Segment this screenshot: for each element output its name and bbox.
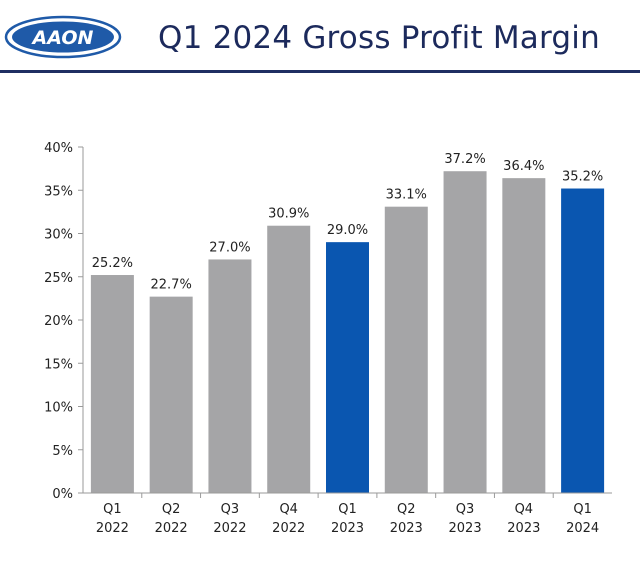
- bar-value-label: 25.2%: [92, 256, 133, 271]
- y-tick-label: 10%: [44, 401, 73, 416]
- x-tick-label-year: 2022: [272, 521, 305, 536]
- bar-value-label: 29.0%: [327, 223, 368, 238]
- x-tick-label-quarter: Q4: [279, 502, 298, 517]
- x-tick-label-year: 2023: [331, 521, 364, 536]
- x-tick-label-year: 2022: [155, 521, 188, 536]
- x-tick-label-quarter: Q3: [456, 502, 475, 517]
- bar-value-label: 37.2%: [444, 152, 485, 167]
- y-tick-label: 5%: [52, 444, 73, 459]
- x-tick-label-year: 2023: [507, 521, 540, 536]
- bar: [443, 171, 487, 493]
- bar-value-label: 33.1%: [386, 188, 427, 203]
- bar: [208, 259, 252, 493]
- x-tick-label-year: 2024: [566, 521, 599, 536]
- header-divider: [0, 70, 640, 73]
- header: AAON Q1 2024 Gross Profit Margin: [0, 0, 640, 78]
- y-tick-label: 20%: [44, 314, 73, 329]
- x-tick-label-quarter: Q2: [162, 502, 181, 517]
- x-tick-label-year: 2022: [96, 521, 129, 536]
- bar: [561, 188, 605, 493]
- page-title: Q1 2024 Gross Profit Margin: [158, 20, 600, 56]
- y-tick-label: 30%: [44, 228, 73, 243]
- bar-value-label: 30.9%: [268, 207, 309, 222]
- y-tick-label: 25%: [44, 271, 73, 286]
- x-tick-label-quarter: Q1: [103, 502, 122, 517]
- bar-value-label: 22.7%: [151, 278, 192, 293]
- x-tick-label-quarter: Q1: [573, 502, 592, 517]
- aaon-logo: AAON: [4, 15, 122, 59]
- x-tick-label-quarter: Q2: [397, 502, 416, 517]
- y-tick-label: 15%: [44, 357, 73, 372]
- bar: [267, 225, 311, 493]
- y-axis: 0% 5% 10% 15% 20% 25% 30% 35% 40%: [44, 141, 84, 502]
- x-tick-label-year: 2023: [390, 521, 423, 536]
- logo-text: AAON: [31, 27, 94, 49]
- bar: [384, 206, 428, 493]
- bar: [326, 242, 369, 493]
- x-axis: Q1 2022 Q2 2022 Q3 2022 Q4 2022 Q1 2023 Q2 2023 Q3 20…: [83, 492, 612, 536]
- y-tick-label: 35%: [44, 184, 73, 199]
- bar-value-label: 27.0%: [209, 240, 250, 255]
- bar: [149, 296, 193, 493]
- x-tick-label-year: 2022: [213, 521, 246, 536]
- x-tick-label-quarter: Q4: [515, 502, 534, 517]
- bar-value-label: 35.2%: [562, 170, 603, 185]
- x-tick-label-year: 2023: [449, 521, 482, 536]
- bar: [502, 178, 546, 493]
- value-labels: 25.2% 22.7% 27.0% 30.9% 29.0% 33.1% 37.2% 36.4%…: [92, 152, 604, 292]
- x-tick-label-quarter: Q1: [338, 502, 357, 517]
- y-tick-label: 40%: [44, 141, 73, 156]
- bar-value-label: 36.4%: [503, 159, 544, 174]
- x-tick-label-quarter: Q3: [221, 502, 240, 517]
- bar: [90, 275, 134, 493]
- y-tick-label: 0%: [52, 487, 73, 502]
- bars: [90, 171, 605, 493]
